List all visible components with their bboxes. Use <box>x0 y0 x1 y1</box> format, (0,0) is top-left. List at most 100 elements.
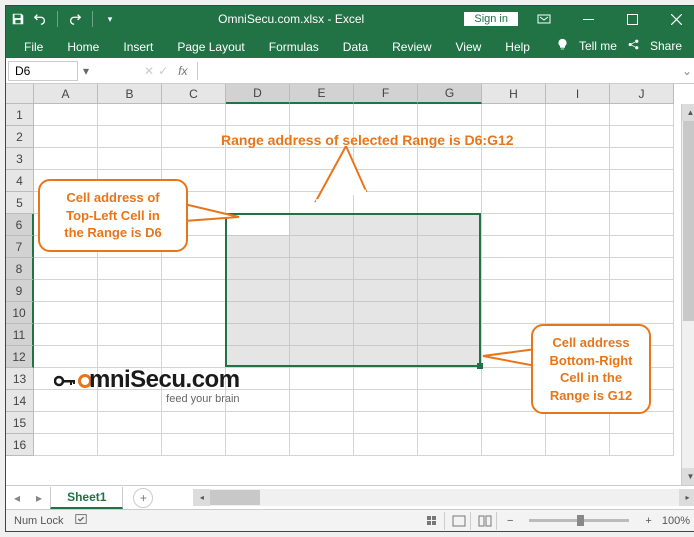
cell[interactable] <box>418 368 482 390</box>
name-box[interactable]: D6 <box>8 61 78 81</box>
col-header-D[interactable]: D <box>226 84 290 104</box>
tab-page-layout[interactable]: Page Layout <box>165 36 256 58</box>
zoom-out-icon[interactable]: − <box>501 515 519 527</box>
cell[interactable] <box>162 302 226 324</box>
cell[interactable] <box>610 192 674 214</box>
cell[interactable] <box>226 236 290 258</box>
cell[interactable] <box>34 412 98 434</box>
cell[interactable] <box>418 236 482 258</box>
cell[interactable] <box>354 324 418 346</box>
cell[interactable] <box>290 390 354 412</box>
cell[interactable] <box>418 104 482 126</box>
vscroll-thumb[interactable] <box>683 121 694 321</box>
cell[interactable] <box>34 302 98 324</box>
cell[interactable] <box>546 104 610 126</box>
tab-view[interactable]: View <box>444 36 494 58</box>
zoom-in-icon[interactable]: + <box>639 515 657 527</box>
row-header-4[interactable]: 4 <box>6 170 34 192</box>
cell[interactable] <box>610 236 674 258</box>
row-header-13[interactable]: 13 <box>6 368 34 390</box>
cell[interactable] <box>354 302 418 324</box>
cell[interactable] <box>290 368 354 390</box>
row-header-12[interactable]: 12 <box>6 346 34 368</box>
cell[interactable] <box>482 104 546 126</box>
cell[interactable] <box>226 302 290 324</box>
cell[interactable] <box>418 346 482 368</box>
cell[interactable] <box>482 280 546 302</box>
scroll-up-icon[interactable]: ▲ <box>682 104 694 121</box>
tab-insert[interactable]: Insert <box>111 36 165 58</box>
cell[interactable] <box>610 148 674 170</box>
col-header-J[interactable]: J <box>610 84 674 104</box>
tab-home[interactable]: Home <box>55 36 111 58</box>
ribbon-options-icon[interactable] <box>526 7 562 31</box>
cell[interactable] <box>290 346 354 368</box>
vertical-scrollbar[interactable]: ▲ ▼ <box>681 104 694 485</box>
tab-nav-next-icon[interactable]: ▸ <box>28 491 50 505</box>
cell[interactable] <box>418 434 482 456</box>
sheet-tab-sheet1[interactable]: Sheet1 <box>50 487 123 509</box>
cell[interactable] <box>354 412 418 434</box>
cell[interactable] <box>98 412 162 434</box>
share-icon[interactable] <box>627 38 640 54</box>
horizontal-scrollbar[interactable]: ◂ ▸ <box>193 489 694 506</box>
row-header-14[interactable]: 14 <box>6 390 34 412</box>
cell[interactable] <box>546 148 610 170</box>
row-header-7[interactable]: 7 <box>6 236 34 258</box>
tab-help[interactable]: Help <box>493 36 542 58</box>
cell[interactable] <box>98 280 162 302</box>
zoom-level[interactable]: 100% <box>662 515 690 527</box>
cell[interactable] <box>226 324 290 346</box>
cell[interactable] <box>98 324 162 346</box>
cell[interactable] <box>610 214 674 236</box>
cell[interactable] <box>34 258 98 280</box>
cell[interactable] <box>418 148 482 170</box>
cell[interactable] <box>546 280 610 302</box>
cell[interactable] <box>290 236 354 258</box>
cell[interactable] <box>482 214 546 236</box>
cell[interactable] <box>162 126 226 148</box>
cell[interactable] <box>546 412 610 434</box>
col-header-A[interactable]: A <box>34 84 98 104</box>
col-header-F[interactable]: F <box>354 84 418 104</box>
cell[interactable] <box>546 170 610 192</box>
lightbulb-icon[interactable] <box>556 38 569 54</box>
close-icon[interactable] <box>658 7 694 31</box>
cell[interactable] <box>546 126 610 148</box>
cell[interactable] <box>418 170 482 192</box>
cell[interactable] <box>354 214 418 236</box>
cell[interactable] <box>546 192 610 214</box>
cell[interactable] <box>290 214 354 236</box>
minimize-icon[interactable] <box>570 7 606 31</box>
row-header-1[interactable]: 1 <box>6 104 34 126</box>
cell[interactable] <box>290 280 354 302</box>
row-header-16[interactable]: 16 <box>6 434 34 456</box>
select-all-corner[interactable] <box>6 84 34 104</box>
col-header-C[interactable]: C <box>162 84 226 104</box>
zoom-slider[interactable] <box>529 519 629 522</box>
share-label[interactable]: Share <box>650 39 682 53</box>
cell[interactable] <box>418 280 482 302</box>
tab-nav-prev-icon[interactable]: ◂ <box>6 491 28 505</box>
cell[interactable] <box>482 148 546 170</box>
cell[interactable] <box>610 280 674 302</box>
cell[interactable] <box>98 148 162 170</box>
cell[interactable] <box>226 148 290 170</box>
cell[interactable] <box>98 258 162 280</box>
cell[interactable] <box>226 104 290 126</box>
scroll-right-icon[interactable]: ▸ <box>679 489 694 506</box>
cell[interactable] <box>226 346 290 368</box>
col-header-H[interactable]: H <box>482 84 546 104</box>
cell[interactable] <box>482 192 546 214</box>
cell[interactable] <box>290 324 354 346</box>
enter-formula-icon[interactable]: ✓ <box>158 64 168 78</box>
cell[interactable] <box>482 434 546 456</box>
zoom-handle[interactable] <box>577 515 584 526</box>
tab-review[interactable]: Review <box>380 36 443 58</box>
cell[interactable] <box>34 346 98 368</box>
tab-data[interactable]: Data <box>331 36 380 58</box>
hscroll-thumb[interactable] <box>210 490 260 505</box>
cell[interactable] <box>354 236 418 258</box>
cell[interactable] <box>418 192 482 214</box>
cell[interactable] <box>546 434 610 456</box>
